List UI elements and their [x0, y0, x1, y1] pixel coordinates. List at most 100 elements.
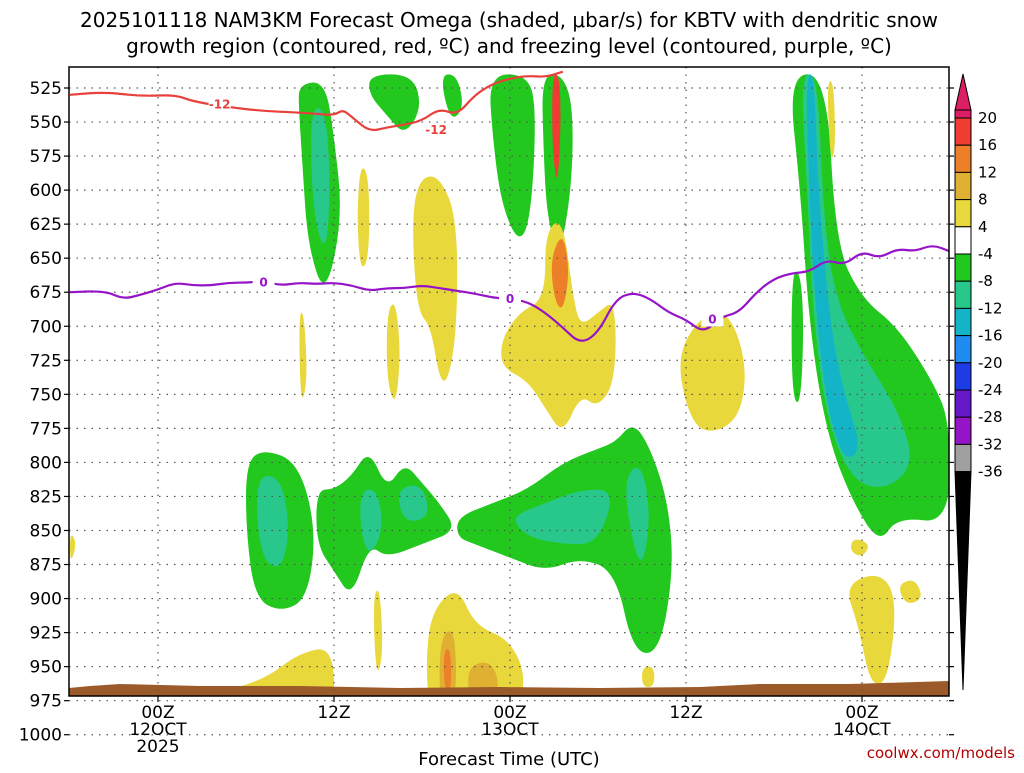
omega-region-12 — [299, 312, 307, 398]
omega-region-8 — [357, 168, 370, 267]
colorbar-seg-12 — [954, 416, 972, 445]
y-tick-label-1000: 1000 — [19, 726, 62, 746]
omega-region-28 — [218, 649, 334, 696]
colorbar-seg-4 — [954, 199, 972, 228]
y-tick-label-725: 725 — [30, 351, 62, 371]
x-tick-label-40-2: 14OCT — [833, 720, 891, 740]
omega-region-38 — [642, 666, 655, 688]
y-tick-label-625: 625 — [30, 215, 62, 235]
chart-title-line-2: growth region (contoured, red, ºC) and f… — [126, 34, 892, 58]
omega-region-24 — [398, 485, 428, 521]
colorbar-seg-10 — [954, 362, 972, 391]
omega-region-7 — [413, 176, 458, 381]
x-tick-label-20-1: 00Z — [493, 703, 526, 723]
omega-region-11 — [551, 239, 569, 308]
colorbar-seg-1 — [954, 117, 972, 146]
colorbar-label-10: -24 — [978, 381, 1003, 399]
colorbar-seg-6 — [954, 253, 972, 282]
omega-shading — [70, 74, 950, 723]
omega-region-15 — [791, 271, 804, 403]
y-tick-label-900: 900 — [30, 590, 62, 610]
colorbar-seg-5 — [954, 226, 972, 255]
omega-region-39 — [936, 713, 950, 723]
freezing-label-1-bg — [252, 275, 275, 290]
omega-region-3 — [442, 74, 462, 117]
colorbar-label-5: -4 — [978, 245, 993, 263]
x-tick-label-0-1: 00Z — [141, 703, 174, 723]
colorbar-label-6: -8 — [978, 272, 993, 290]
y-axis: 525 550 575 600 625 650 675 700 725 750 775 800 825 8… — [19, 79, 954, 746]
omega-region-13 — [680, 312, 745, 431]
colorbar-label-2: 12 — [978, 163, 997, 181]
plot-frame — [68, 66, 950, 697]
freezing-label-3-bg — [701, 312, 724, 327]
omega-region-1 — [311, 108, 330, 244]
x-tick-label-30-1: 12Z — [669, 703, 702, 723]
dgz-label-2: -12 — [425, 123, 447, 137]
dgz-label-2-bg — [425, 123, 448, 138]
colorbar-label-3: 8 — [978, 191, 988, 209]
freezing-label-2: 0 — [506, 292, 514, 306]
x-tick-label-10-1: 12Z — [317, 703, 350, 723]
terrain-fill — [69, 681, 949, 696]
x-axis-label: Forecast Time (UTC) — [418, 749, 599, 768]
terrain — [69, 681, 949, 696]
freezing-label-3: 0 — [708, 312, 716, 326]
omega-region-31 — [443, 649, 452, 691]
omega-region-27 — [626, 467, 649, 560]
colorbar-seg-9 — [954, 335, 972, 364]
omega-region-4 — [490, 74, 535, 237]
colorbar-bottom-arrow — [954, 471, 972, 691]
y-tick-label-575: 575 — [30, 147, 62, 167]
x-tick-label-0-2: 12OCT — [129, 720, 187, 740]
chart-title-line-1: 2025101118 NAM3KM Forecast Omega (shaded… — [80, 8, 938, 32]
x-tick-label-40-1: 00Z — [845, 703, 878, 723]
omega-region-23 — [360, 489, 382, 551]
omega-region-35 — [851, 539, 868, 556]
omega-region-19 — [827, 81, 835, 158]
x-tick-label-0-3: 2025 — [136, 737, 179, 757]
dgz-contour-line — [69, 70, 564, 132]
colorbar-label-13: -36 — [978, 463, 1003, 481]
colorbar: 20 16 12 8 4 -4 -8 -12 -16 -20 -24 -28 -32 -36 — [954, 73, 1003, 691]
y-tick-label-850: 850 — [30, 521, 62, 541]
omega-region-33 — [373, 590, 383, 671]
colorbar-label-1: 16 — [978, 136, 997, 154]
colorbar-seg-8 — [954, 307, 972, 337]
y-tick-label-600: 600 — [30, 181, 62, 201]
colorbar-seg-3 — [954, 171, 972, 201]
x-tick-label-20-2: 13OCT — [481, 720, 539, 740]
y-tick-label-550: 550 — [30, 113, 62, 133]
colorbar-label-9: -20 — [978, 354, 1003, 372]
colorbar-label-0: 20 — [978, 109, 997, 127]
colorbar-label-7: -12 — [978, 299, 1003, 317]
credit-text: coolwx.com/models — [867, 744, 1015, 762]
colorbar-top-arrow — [954, 73, 972, 111]
y-tick-label-875: 875 — [30, 556, 62, 576]
omega-region-34 — [70, 535, 76, 559]
colorbar-label-12: -32 — [978, 435, 1003, 453]
omega-region-9 — [386, 304, 400, 399]
omega-region-37 — [900, 580, 921, 603]
colorbar-seg-7 — [954, 280, 972, 309]
contours: -12 -12 0 0 0 — [69, 70, 949, 342]
omega-region-26 — [515, 489, 610, 545]
colorbar-label-11: -28 — [978, 408, 1003, 426]
y-tick-label-700: 700 — [30, 317, 62, 337]
omega-region-21 — [256, 476, 288, 567]
y-tick-label-775: 775 — [30, 419, 62, 439]
freezing-label-1: 0 — [259, 276, 267, 290]
colorbar-seg-13 — [954, 443, 972, 473]
colorbar-seg-2 — [954, 144, 972, 173]
y-tick-label-825: 825 — [30, 487, 62, 507]
y-tick-label-950: 950 — [30, 658, 62, 678]
y-tick-label-650: 650 — [30, 249, 62, 269]
omega-region-36 — [849, 575, 895, 685]
omega-region-6 — [552, 74, 561, 178]
freezing-label-2-bg — [499, 292, 521, 307]
y-tick-label-525: 525 — [30, 79, 62, 99]
omega-region-22 — [316, 456, 452, 590]
colorbar-seg-11 — [954, 389, 972, 418]
